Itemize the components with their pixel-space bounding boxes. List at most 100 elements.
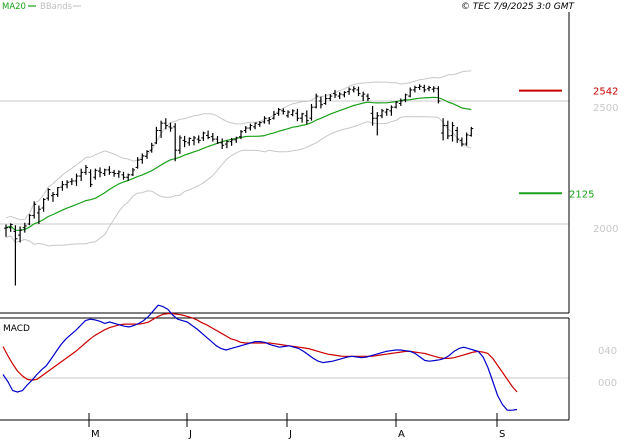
ohlc-bar [295, 108, 300, 122]
ohlc-bar [55, 187, 60, 197]
ohlc-bar [130, 167, 135, 177]
ohlc-bar [464, 132, 469, 146]
ohlc-bar [412, 85, 417, 93]
x-tick-label: J [288, 429, 292, 440]
ohlc-bar [121, 171, 126, 180]
ohlc-bar [220, 138, 225, 149]
ohlc-bar [267, 116, 272, 125]
ohlc-bar [196, 135, 201, 144]
ohlc-bar [27, 214, 32, 226]
ohlc-bar [74, 173, 79, 186]
ohlc-bar [365, 93, 370, 101]
ohlc-bar [215, 135, 220, 145]
ohlc-bar [187, 137, 192, 146]
ohlc-bar [361, 91, 366, 101]
ohlc-bar [337, 92, 342, 100]
ohlc-bar [98, 167, 102, 178]
ohlc-bar [51, 192, 55, 202]
ohlc-bar [459, 137, 464, 147]
ohlc-bar [60, 180, 65, 191]
ohlc-bar [248, 123, 253, 131]
ma20-path [5, 96, 472, 231]
ohlc-bar [163, 118, 168, 130]
ohlc-bar [135, 157, 140, 169]
ohlc-bar [398, 98, 403, 106]
ohlc-bar [13, 225, 18, 286]
ohlc-bar [394, 101, 399, 109]
ohlc-bar [427, 85, 431, 92]
legend-bb-label: BBands [40, 2, 73, 12]
ohlc-bar [140, 153, 145, 164]
ohlc-bar [210, 132, 215, 142]
ohlc-bar [182, 135, 187, 148]
ohlc-bar [32, 201, 37, 219]
ohlc-bar [173, 123, 178, 162]
ohlc-bar [8, 223, 13, 232]
bb-upper-path [5, 70, 472, 221]
bb-lower-path [5, 116, 472, 247]
y-tick-2500: 2500 [593, 103, 618, 114]
ohlc-bar [206, 130, 211, 140]
ma20-line [5, 96, 472, 231]
ohlc-bar [102, 168, 107, 177]
ohlc-bar [168, 122, 173, 132]
ohlc-bar [271, 110, 276, 120]
ohlc-bar [234, 136, 239, 143]
ohlc-bar [436, 86, 441, 104]
ohlc-bar [41, 198, 46, 212]
price-panel: 2542 2125 2500 2000 [0, 12, 618, 314]
y-tick-2000: 2000 [593, 224, 618, 235]
ohlc-bars [4, 84, 474, 286]
ohlc-bar [159, 120, 164, 138]
resistance-label: 2542 [593, 87, 618, 98]
ohlc-bar [314, 93, 319, 109]
ohlc-bar [431, 86, 436, 93]
legend-ma-label: MA20 [2, 2, 26, 12]
x-tick-label: S [499, 429, 505, 440]
copyright-stamp: © TEC 7/9/2025 3:0 GMT [461, 2, 576, 12]
signal-path [2, 313, 518, 393]
macd-panel: MACD 040 000 [0, 304, 617, 421]
ohlc-bar [107, 166, 112, 175]
macd-line [2, 304, 518, 411]
macd-tick-000: 000 [598, 378, 617, 389]
ohlc-bar [192, 135, 196, 146]
ohlc-bar [403, 93, 408, 103]
ohlc-bar [318, 96, 323, 109]
ohlc-bar [243, 126, 248, 133]
ohlc-bar [201, 131, 206, 141]
ohlc-bar [286, 110, 290, 118]
ohlc-bar [36, 205, 41, 224]
ohlc-bar [79, 168, 84, 181]
ohlc-bar [69, 178, 74, 186]
macd-title: MACD [3, 324, 30, 334]
ohlc-bar [112, 169, 117, 177]
x-tick-label: M [91, 429, 100, 440]
bollinger-lower-band [5, 116, 472, 247]
macd-signal-line [2, 313, 518, 393]
ohlc-bar [253, 122, 258, 130]
ohlc-bar [177, 135, 182, 154]
ohlc-bar [309, 103, 314, 121]
ohlc-bar [450, 121, 455, 142]
ohlc-bar [93, 168, 98, 180]
bollinger-upper-band [5, 70, 472, 221]
macd-tick-040: 040 [598, 346, 617, 357]
ohlc-bar [469, 126, 474, 137]
ohlc-bar [65, 180, 70, 189]
ohlc-bar [389, 105, 394, 116]
ohlc-bar [455, 126, 460, 143]
price-plot-area [0, 12, 569, 313]
legend: MA20 BBands [2, 2, 81, 12]
ohlc-bar [116, 170, 121, 178]
macd-path [2, 304, 518, 411]
ohlc-bar [18, 226, 23, 243]
ohlc-bar [417, 84, 422, 90]
ohlc-bar [408, 87, 413, 98]
ohlc-bar [445, 120, 450, 140]
ohlc-bar [4, 224, 8, 237]
ohlc-bar [88, 169, 93, 188]
ohlc-bar [351, 86, 356, 93]
ohlc-bar [323, 94, 328, 105]
